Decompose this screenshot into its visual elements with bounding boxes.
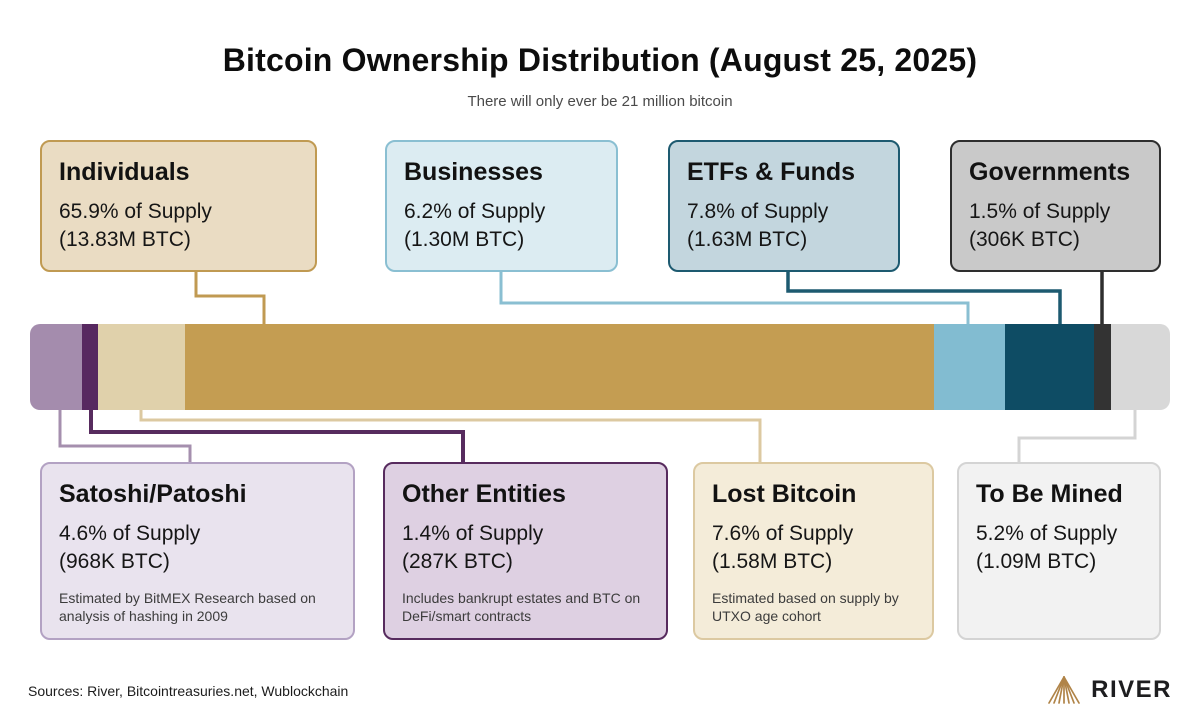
page-title: Bitcoin Ownership Distribution (August 2…	[222, 42, 978, 78]
bar-segment-satoshi-patoshi	[30, 324, 83, 410]
connector-individuals	[194, 272, 266, 330]
card-lost-bitcoin-note: Estimated based on supply by UTXO age co…	[712, 589, 899, 625]
card-lost-bitcoin-btc: (1.58M BTC)	[712, 549, 833, 573]
card-etfs-funds-percent: 7.8% of Supply	[687, 200, 829, 223]
card-businesses-percent: 6.2% of Supply	[404, 200, 546, 223]
river-logo-icon	[1048, 676, 1080, 704]
card-governments-title: Governments	[969, 158, 1131, 186]
card-businesses-btc: (1.30M BTC)	[404, 227, 525, 251]
card-governments: Governments 1.5% of Supply (306K BTC)	[950, 140, 1161, 272]
card-individuals-btc: (13.83M BTC)	[59, 227, 191, 251]
card-lost-bitcoin: Lost Bitcoin 7.6% of Supply (1.58M BTC) …	[693, 462, 934, 640]
bar-segment-to-be-mined	[1110, 324, 1170, 410]
card-governments-percent: 1.5% of Supply	[969, 200, 1111, 223]
card-other-entities: Other Entities 1.4% of Supply (287K BTC)…	[383, 462, 668, 640]
bar-segment-etfs-funds	[1005, 324, 1094, 410]
bar-segment-businesses	[934, 324, 1006, 410]
card-lost-bitcoin-percent: 7.6% of Supply	[712, 522, 854, 545]
card-etfs-funds: ETFs & Funds 7.8% of Supply (1.63M BTC)	[668, 140, 900, 272]
card-other-entities-note: Includes bankrupt estates and BTC on DeF…	[402, 589, 641, 625]
card-to-be-mined-title: To Be Mined	[976, 480, 1123, 508]
bar-segment-governments	[1093, 324, 1111, 410]
card-governments-btc: (306K BTC)	[969, 227, 1080, 251]
connector-lost-bitcoin	[139, 405, 762, 466]
bar-segment-individuals	[184, 324, 935, 410]
card-individuals-percent: 65.9% of Supply	[59, 200, 212, 223]
card-etfs-funds-title: ETFs & Funds	[687, 158, 856, 186]
card-satoshi-patoshi-btc: (968K BTC)	[59, 549, 170, 573]
card-to-be-mined-percent: 5.2% of Supply	[976, 522, 1118, 545]
sources-text: Sources: River, Bitcointreasuries.net, W…	[28, 683, 349, 699]
connector-to-be-mined	[1017, 405, 1137, 466]
card-businesses-title: Businesses	[404, 158, 543, 186]
card-to-be-mined: To Be Mined 5.2% of Supply (1.09M BTC)	[957, 462, 1161, 640]
river-brand-text: RIVER	[1091, 676, 1172, 703]
card-satoshi-patoshi: Satoshi/Patoshi 4.6% of Supply (968K BTC…	[40, 462, 355, 640]
bar-segment-lost-bitcoin	[98, 324, 185, 410]
connector-etfs-funds	[786, 272, 1062, 330]
card-businesses: Businesses 6.2% of Supply (1.30M BTC)	[385, 140, 618, 272]
card-other-entities-btc: (287K BTC)	[402, 549, 513, 573]
page-subtitle: There will only ever be 21 million bitco…	[467, 93, 733, 110]
connector-businesses	[499, 272, 970, 330]
river-brand: RIVER	[1046, 672, 1172, 708]
card-satoshi-patoshi-title: Satoshi/Patoshi	[59, 480, 247, 508]
card-lost-bitcoin-title: Lost Bitcoin	[712, 480, 857, 508]
card-satoshi-patoshi-percent: 4.6% of Supply	[59, 522, 201, 545]
connector-satoshi-patoshi	[58, 405, 192, 466]
card-etfs-funds-btc: (1.63M BTC)	[687, 227, 808, 251]
bar-segment-other-entities	[82, 324, 99, 410]
connector-other-entities	[89, 405, 465, 466]
card-individuals-title: Individuals	[59, 158, 190, 186]
supply-bar	[30, 324, 1170, 410]
card-to-be-mined-btc: (1.09M BTC)	[976, 549, 1097, 573]
card-individuals: Individuals 65.9% of Supply (13.83M BTC)	[40, 140, 317, 272]
card-other-entities-percent: 1.4% of Supply	[402, 522, 544, 545]
card-satoshi-patoshi-note: Estimated by BitMEX Research based on an…	[59, 589, 316, 625]
card-other-entities-title: Other Entities	[402, 480, 566, 508]
